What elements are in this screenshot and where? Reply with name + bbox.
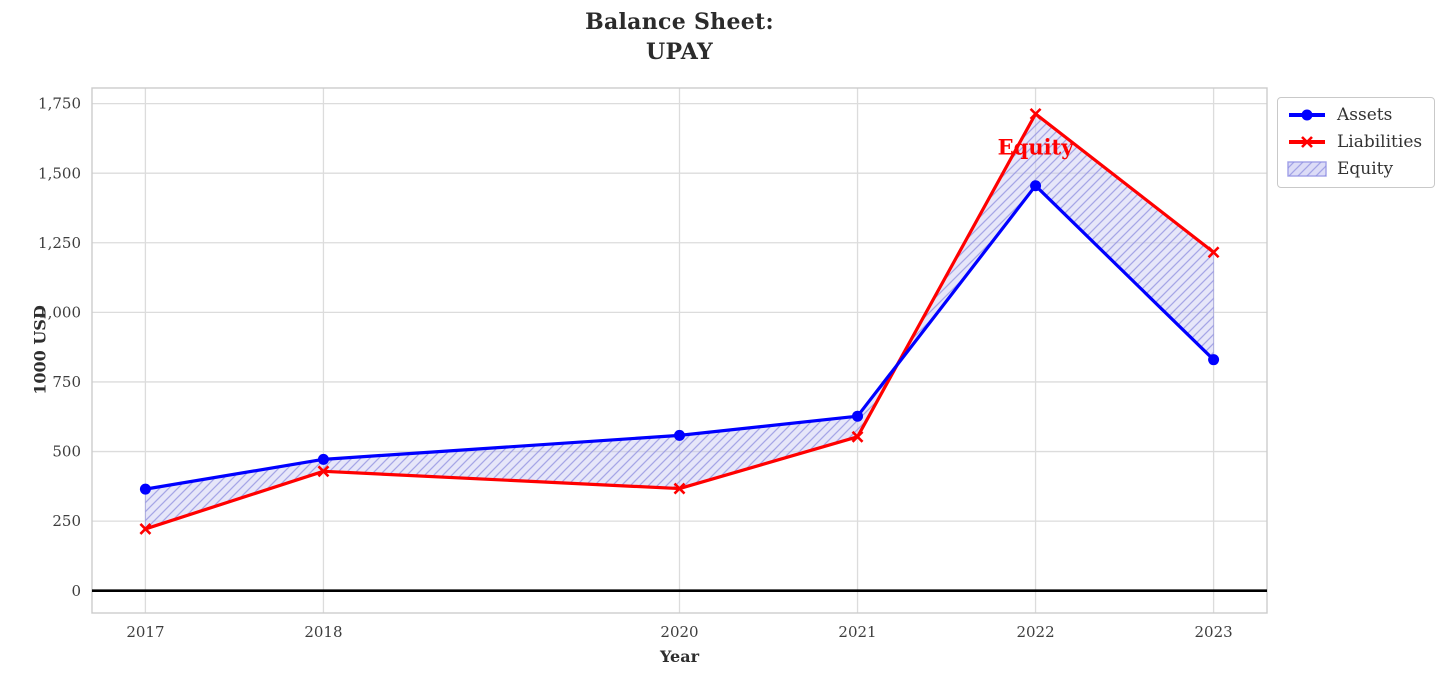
equity-band-hatch [145, 113, 1214, 529]
legend-item-equity: Equity [1287, 159, 1422, 179]
x-axis-label: Year [659, 647, 699, 666]
y-tick-label: 500 [52, 443, 81, 461]
y-tick-label: 1,500 [38, 164, 81, 182]
assets-line [143, 184, 1216, 491]
y-tick-label: 1,250 [38, 234, 81, 252]
liabilities-line [143, 112, 1216, 531]
chart-title-line2: UPAY [645, 39, 713, 65]
assets-line-icon [1287, 106, 1327, 124]
legend-item-assets: Assets [1287, 105, 1422, 125]
y-tick-label: 1,750 [38, 95, 81, 113]
x-tick-label: 2022 [1016, 623, 1054, 641]
chart-title-line1: Balance Sheet: [585, 9, 774, 35]
y-axis-label: 1000 USD [30, 305, 50, 395]
assets-marker [1208, 354, 1220, 366]
y-tick-label: 0 [71, 582, 81, 600]
y-tick-label: 250 [52, 512, 81, 530]
x-tick-label: 2018 [304, 623, 342, 641]
liabilities-marker [317, 465, 330, 478]
y-tick-label: 750 [52, 373, 81, 391]
x-tick-label: 2021 [838, 623, 876, 641]
y-tick-label: 1,000 [38, 303, 81, 321]
liabilities-marker [1207, 246, 1220, 259]
x-tick-label: 2023 [1194, 623, 1232, 641]
x-tick-label: 2017 [126, 623, 164, 641]
legend: Assets Liabilities Equity [1277, 97, 1436, 188]
legend-item-liabilities: Liabilities [1287, 132, 1422, 152]
equity-annotation: Equity [997, 134, 1074, 160]
liabilities-marker [851, 430, 864, 443]
assets-marker [852, 410, 864, 422]
assets-marker [1030, 180, 1042, 192]
legend-label-equity: Equity [1337, 159, 1394, 179]
assets-marker [674, 429, 685, 441]
equity-patch-icon [1287, 160, 1327, 178]
assets-marker [139, 483, 151, 495]
legend-label-liabilities: Liabilities [1337, 132, 1423, 152]
plot-frame [91, 87, 1268, 614]
liabilities-marker [673, 482, 686, 495]
liabilities-marker [1029, 107, 1042, 120]
liabilities-marker [139, 523, 152, 535]
assets-marker [317, 453, 329, 465]
x-tick-label: 2020 [660, 623, 698, 641]
liabilities-line-icon [1287, 133, 1327, 151]
legend-label-assets: Assets [1337, 105, 1393, 125]
chart-title: Balance Sheet: UPAY [92, 7, 1267, 67]
